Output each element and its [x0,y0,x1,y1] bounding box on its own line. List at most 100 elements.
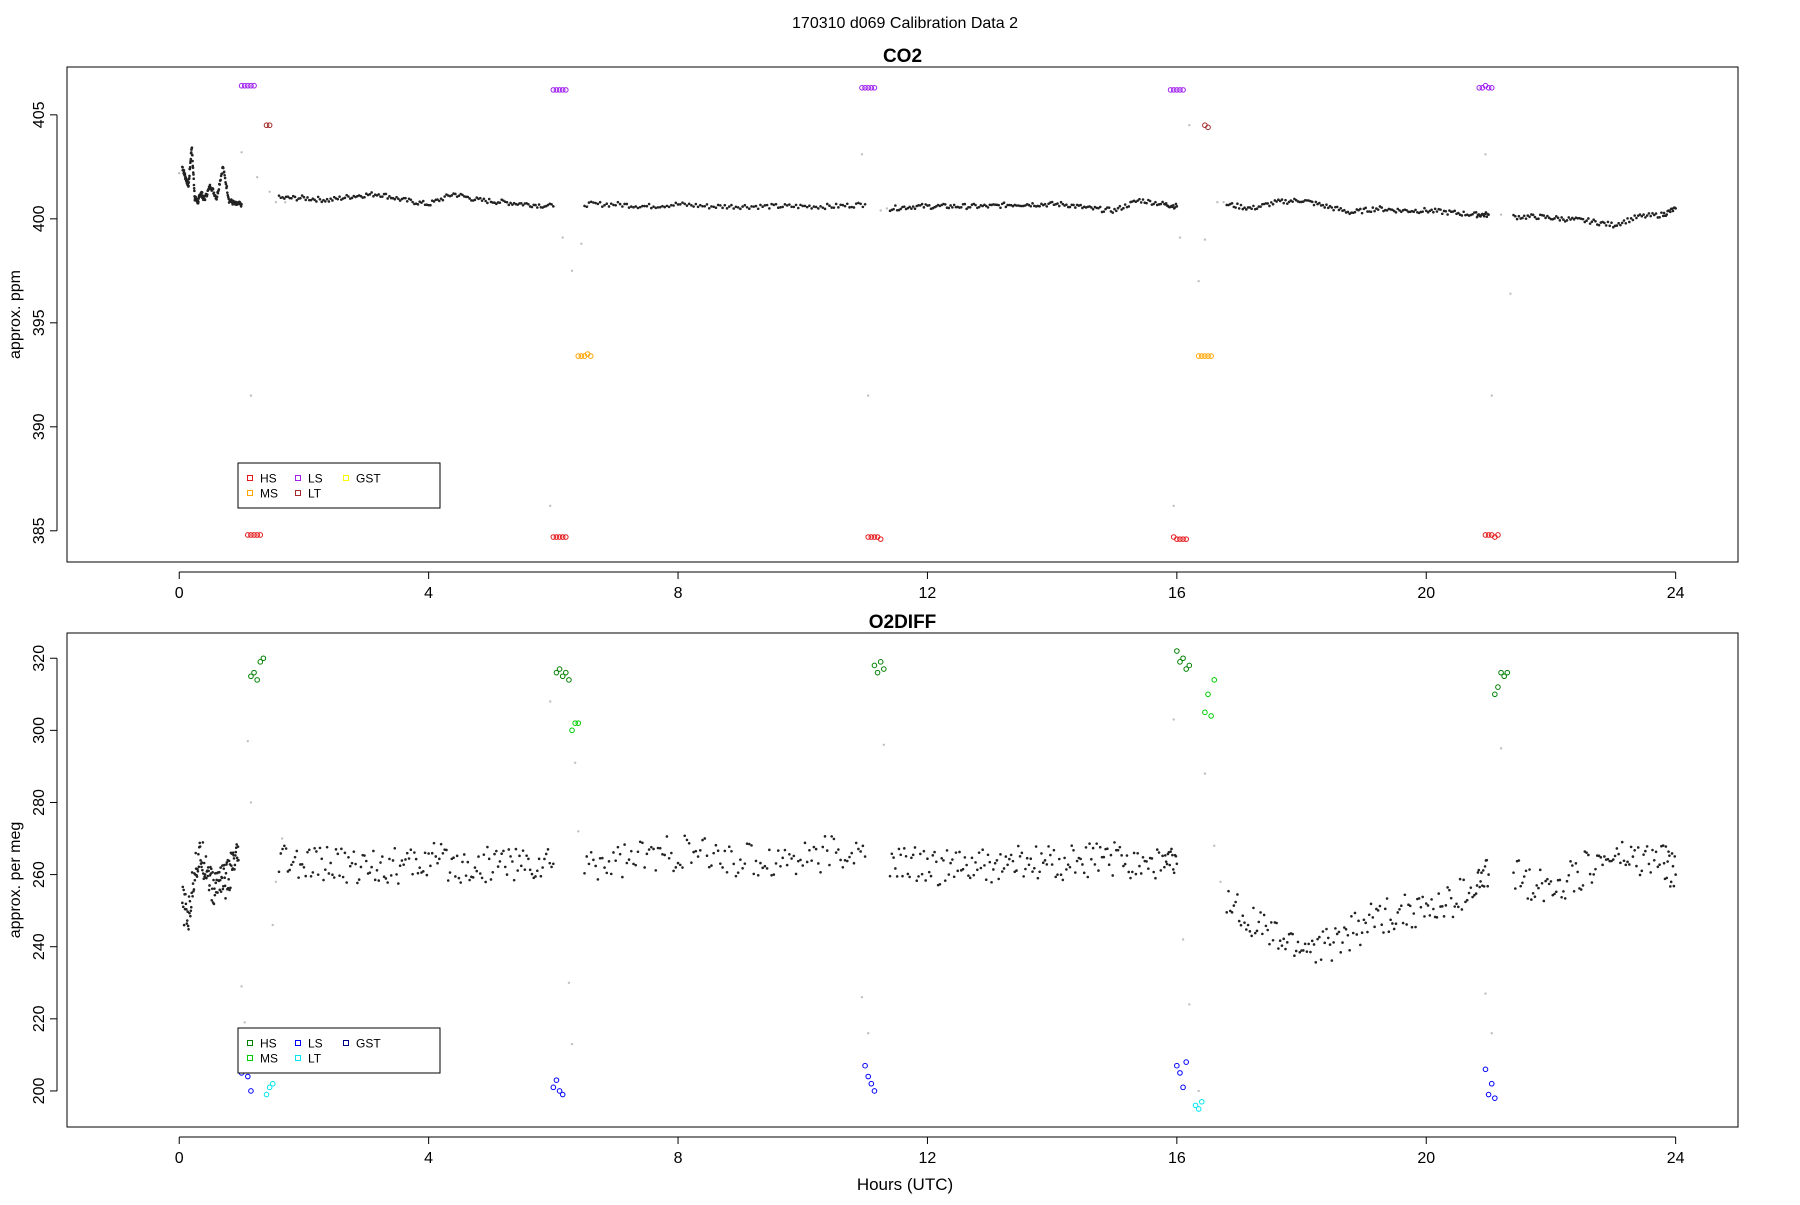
ambient-point [968,205,972,209]
calibration-point-hs [1492,691,1498,698]
ambient-point [185,908,188,911]
ambient-point [1171,204,1175,207]
ambient-point [480,199,484,202]
ambient-point [1065,203,1068,206]
x-tick-label: 16 [1168,585,1186,602]
ambient-point [1423,915,1426,918]
ambient-point [359,865,363,869]
calibration-point-hs [563,669,569,676]
ambient-point [1662,861,1666,865]
ambient-point [473,198,477,202]
ambient-point [1337,930,1341,934]
plot-frame [66,632,1739,1128]
ambient-point [239,205,243,208]
ambient-point [537,857,541,861]
ambient-point [972,873,976,877]
ambient-point [427,852,430,855]
transition-point [885,207,889,210]
transition-point [243,1021,246,1024]
ambient-point [1474,892,1478,895]
ambient-point [1015,869,1018,872]
ambient-point [850,205,854,209]
ambient-point [279,852,283,855]
transition-point [561,236,564,239]
ambient-point [205,193,209,196]
calibration-point-ls [862,84,868,91]
ambient-point [1558,878,1562,882]
ambient-point [1376,208,1380,211]
ambient-point [756,207,760,211]
ambient-point [1638,873,1642,877]
ambient-point [313,198,316,202]
ambient-point [967,874,970,877]
calibration-point-ms [1205,353,1211,359]
ambient-point [507,848,511,851]
ambient-point [1232,904,1236,907]
ambient-point [770,873,773,877]
ambient-point [363,854,366,857]
ambient-point [1426,904,1430,907]
ambient-point [1487,213,1490,216]
ambient-point [821,206,825,209]
ambient-point [1118,204,1122,208]
ambient-point [997,877,1000,881]
ambient-point [1475,884,1479,887]
ambient-point [1364,921,1367,925]
ambient-point [828,863,831,867]
ambient-point [1661,844,1665,847]
ambient-point [892,856,895,859]
ambient-point [1127,870,1131,874]
ambient-point [1651,848,1654,852]
ambient-point [951,858,954,861]
ambient-point [739,858,742,861]
ambient-point [1325,203,1328,206]
ambient-point [783,203,787,206]
ambient-point [1008,857,1011,861]
calibration-point-hs [1498,669,1504,676]
ambient-point [754,204,758,208]
legend-label: MS [260,1052,278,1066]
transition-point [1484,992,1487,995]
ambient-point [670,851,673,855]
ambient-point [1353,911,1357,915]
ambient-point [1419,905,1423,909]
ambient-point [1050,200,1054,204]
ambient-point [1378,904,1382,908]
ambient-point [1512,871,1515,874]
ambient-point [1672,884,1676,888]
ambient-point [938,882,942,886]
ambient-point [1056,202,1059,205]
calibration-point-hs [559,534,566,540]
calibration-point-hs [550,534,557,540]
ambient-point [899,853,903,857]
ambient-point [1116,848,1120,852]
ambient-point [796,206,800,210]
calibration-point-ls [865,84,872,91]
ambient-point [519,202,523,205]
ambient-point [193,189,196,193]
ambient-point [1544,879,1547,883]
ambient-point [1432,907,1435,911]
ambient-point [1293,197,1296,201]
ambient-point [922,206,926,209]
ambient-point [409,198,413,202]
ambient-point [1674,873,1677,876]
ambient-point [1647,862,1651,866]
ambient-point [770,202,773,206]
calibration-point-ms [1208,353,1214,359]
ambient-points [181,146,1677,229]
ambient-point [612,851,615,854]
ambient-point [843,858,847,862]
ambient-point [1599,856,1603,859]
ambient-point [468,878,471,882]
ambient-point [1549,880,1553,883]
ambient-point [389,874,393,877]
ambient-point [290,197,293,200]
calibration-point-ls [1183,1059,1189,1065]
ambient-point [185,922,189,925]
ambient-point [1453,905,1457,908]
ambient-point [859,850,862,853]
ambient-point [452,856,455,860]
transition-point [1197,1089,1200,1093]
ambient-point [943,879,947,882]
